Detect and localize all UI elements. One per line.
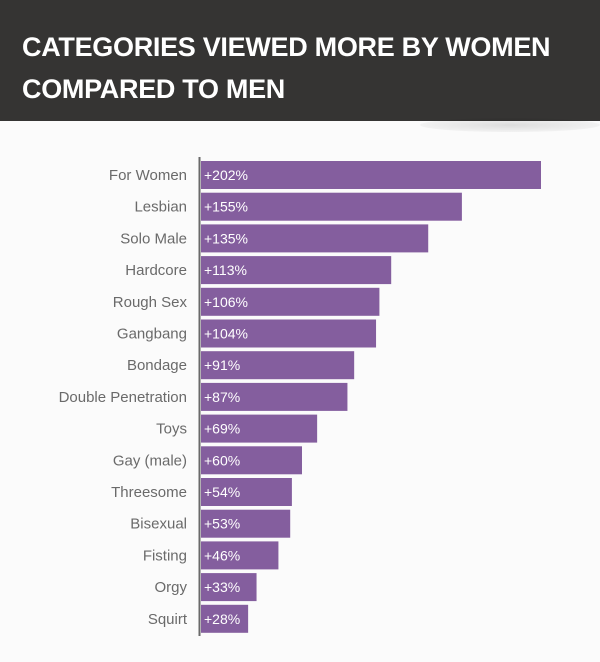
data-label: +202%: [204, 167, 248, 183]
category-label: Gangbang: [117, 326, 187, 343]
data-label: +106%: [204, 294, 248, 310]
category-label: Lesbian: [134, 199, 187, 216]
data-label: +46%: [204, 547, 240, 563]
category-label: Double Penetration: [59, 389, 187, 406]
bar: [201, 161, 541, 189]
bar: [201, 573, 257, 602]
data-label: +69%: [204, 421, 240, 437]
bar: [201, 414, 318, 443]
bar: [201, 192, 462, 221]
bar: [201, 509, 291, 538]
category-label: Squirt: [148, 611, 188, 628]
data-label: +33%: [204, 579, 240, 595]
category-label: Gay (male): [113, 452, 187, 469]
data-label: +87%: [204, 389, 240, 405]
data-label: +53%: [204, 516, 240, 532]
banner-shadow: [420, 118, 600, 132]
data-label: +54%: [204, 484, 240, 500]
category-label: Hardcore: [125, 262, 187, 279]
category-label: Bondage: [127, 357, 187, 374]
category-label: Threesome: [111, 484, 187, 501]
category-label: For Women: [109, 167, 187, 184]
category-label: Solo Male: [120, 230, 187, 247]
title-banner: CATEGORIES VIEWED MORE BY WOMEN COMPARED…: [0, 0, 600, 121]
category-label: Rough Sex: [113, 294, 188, 311]
category-label: Orgy: [154, 579, 187, 596]
data-label: +91%: [204, 357, 240, 373]
chart-title: CATEGORIES VIEWED MORE BY WOMEN COMPARED…: [22, 32, 551, 104]
data-label: +113%: [204, 262, 247, 278]
category-label: Bisexual: [130, 516, 187, 533]
category-label: Toys: [156, 421, 187, 438]
bar: [201, 541, 279, 570]
bar: [201, 478, 292, 506]
data-label: +60%: [204, 452, 240, 468]
bar: [201, 351, 355, 380]
data-label: +104%: [204, 326, 248, 342]
bar: [201, 287, 380, 316]
data-label: +135%: [204, 230, 248, 246]
bar: [201, 382, 348, 411]
data-label: +28%: [204, 611, 240, 627]
bar: [201, 256, 392, 285]
data-label: +155%: [204, 199, 248, 215]
category-label: Fisting: [143, 547, 187, 564]
bar: [201, 319, 377, 348]
bar: [201, 604, 249, 633]
bar: [201, 224, 429, 253]
bar: [201, 446, 302, 475]
